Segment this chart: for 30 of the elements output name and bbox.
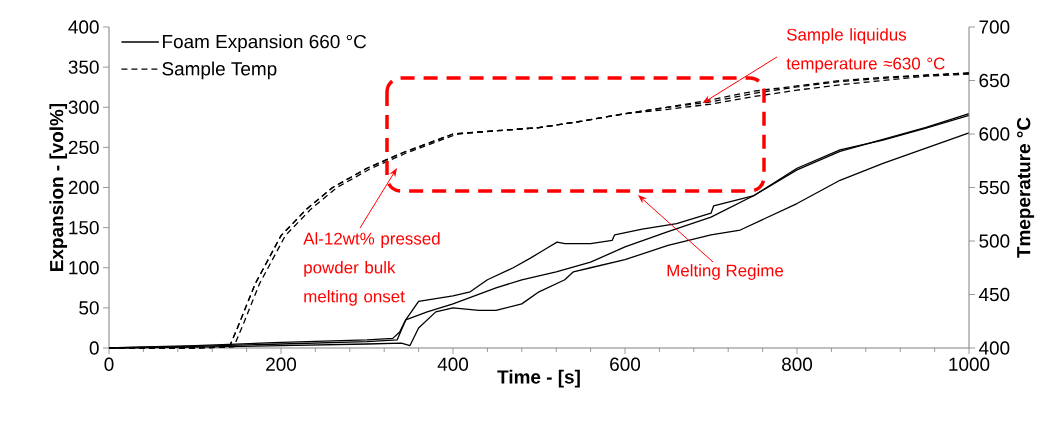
x-tick-label: 800 — [782, 357, 813, 371]
y2-tick-label: 550 — [979, 180, 1010, 195]
y2-tick-label: 600 — [979, 127, 1010, 141]
y-tick-label: 0 — [89, 341, 99, 355]
y2-tick-label: 700 — [979, 20, 1010, 34]
annotation: Melting Regime — [667, 264, 784, 280]
y-tick-label: 250 — [68, 140, 99, 155]
y-tick-label: 400 — [68, 20, 99, 34]
y2-tick-label: 450 — [978, 287, 1010, 302]
y-tick-label: 150 — [69, 220, 99, 235]
y2-tick-label: 500 — [979, 234, 1010, 248]
y2-tick-label: 400 — [978, 341, 1010, 355]
y-axis-title: Expansion - [vol%] — [49, 103, 68, 271]
x-axis-title: Time - [s] — [497, 369, 580, 388]
x-tick-label: 200 — [266, 357, 297, 371]
y-tick-label: 350 — [68, 60, 99, 74]
x-tick-label: 600 — [610, 357, 641, 371]
x-tick-label: 400 — [437, 357, 469, 371]
annotation: Sample liquidus temperature ≈630 °C — [786, 28, 945, 73]
y-tick-label: 300 — [68, 100, 99, 114]
y-tick-label: 200 — [68, 180, 99, 195]
legend-label: Foam Expansion 660 °C — [163, 34, 367, 53]
y-tick-label: 50 — [79, 301, 99, 315]
y-tick-label: 100 — [69, 261, 99, 275]
x-tick-label: 0 — [104, 357, 114, 371]
y2-axis-title: Tmeperature °C — [1016, 117, 1035, 258]
y2-tick-label: 650 — [979, 73, 1010, 88]
legend-label: Sample Temp — [162, 61, 277, 80]
x-tick-label: 1000 — [949, 357, 990, 371]
annotation: Al-12wt% pressed powder bulk melting onset — [303, 232, 440, 306]
